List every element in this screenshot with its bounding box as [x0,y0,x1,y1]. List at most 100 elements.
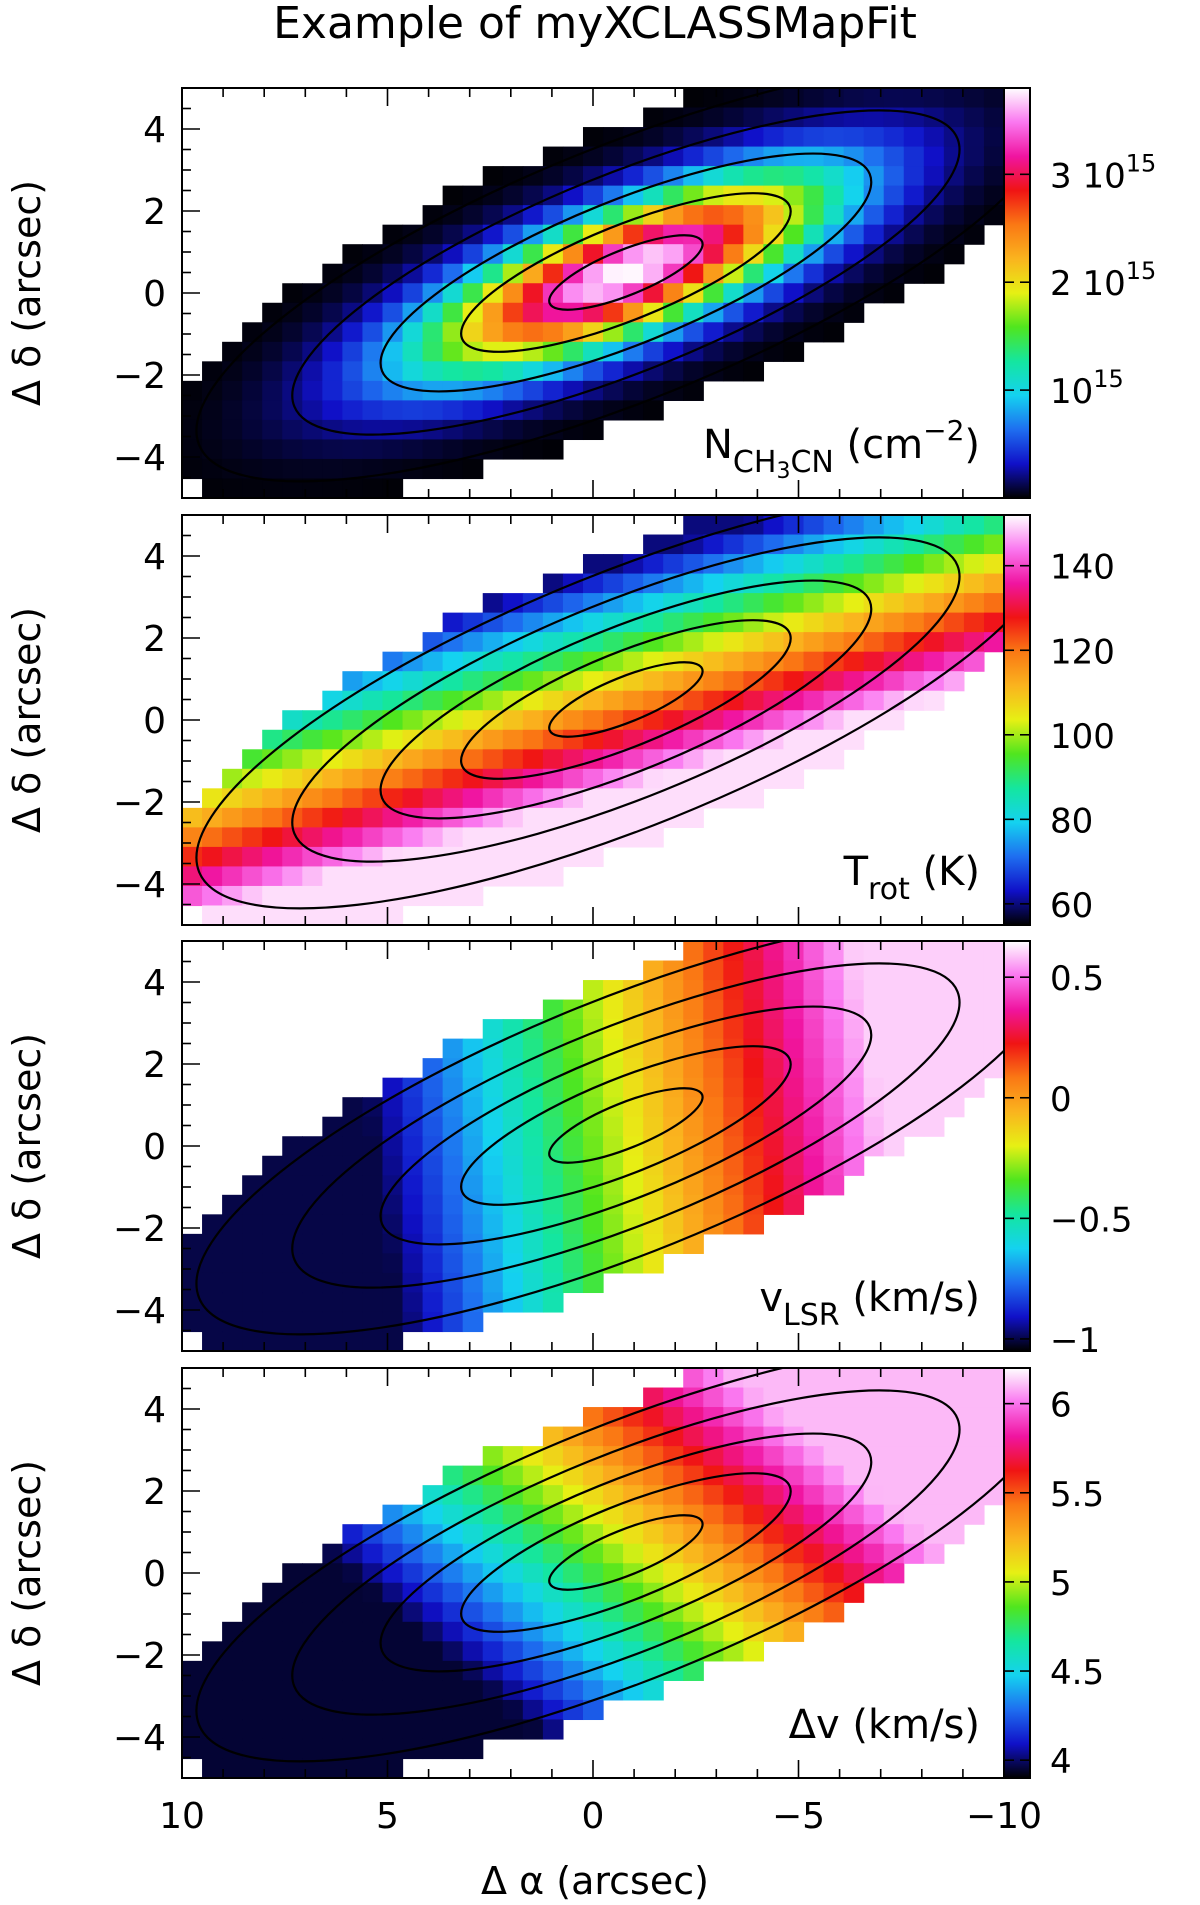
map-pixel [362,866,384,887]
map-pixel [262,302,283,323]
map-pixel [562,1602,584,1623]
map-pixel [222,1233,243,1254]
map-pixel [623,1621,644,1642]
map-pixel [923,999,945,1020]
map-pixel [743,1058,765,1079]
contour-lines [195,1368,1004,1763]
y-tick-label: 0 [143,1127,166,1168]
map-pixel [542,1543,564,1564]
map-pixel [342,807,364,828]
x-tick-label: −5 [772,1796,825,1837]
map-pixel [903,999,925,1020]
map-pixel [462,1485,484,1506]
map-pixel [422,1155,444,1176]
map-pixel [482,866,504,887]
map-pixel [823,1097,845,1118]
map-pixel [442,827,464,848]
map-pixel [382,400,404,421]
map-pixel [402,690,424,711]
map-pixel [522,749,544,770]
map-pixel [522,1602,544,1623]
map-pixel [723,185,744,206]
map-pixel [743,1407,765,1428]
map-pixel [342,1524,364,1545]
map-pixel [542,1058,564,1079]
map-pixel [442,1680,464,1701]
map-pixel [643,1680,664,1701]
map-pixel [643,980,664,1001]
map-pixel [482,166,504,187]
map-pixel [983,127,1004,148]
map-pixel [362,846,384,868]
map-pixel [803,690,825,711]
map-pixel [623,827,644,848]
map-pixel [643,185,664,206]
map-pixel [462,458,484,480]
map-pixel [743,185,765,206]
map-pixel [342,400,364,421]
contour-1 [291,1389,961,1716]
map-pixel [963,515,985,536]
map-pixel [542,1233,564,1254]
map-pixel [482,651,504,672]
map-pixel [242,905,263,925]
map-pixel [582,1194,604,1215]
map-pixel [242,866,263,887]
map-pixel [643,1524,664,1545]
map-pixel [783,166,805,187]
map-pixel [983,573,1004,594]
map-pixel [923,127,945,148]
map-pixel [202,1680,223,1701]
map-pixel [422,866,444,887]
map-pixel [823,554,845,575]
y-axis-title: Δ δ (arcsec) [5,607,49,833]
map-pixel [422,302,444,323]
map-pixel [342,1292,364,1313]
map-pixel [663,1407,684,1428]
colorbar-label: 1015 [1050,365,1124,412]
map-pixel [222,1699,243,1721]
colorbar-label: −1 [1050,1321,1100,1361]
map-pixel [382,729,404,750]
map-pixel [903,554,925,575]
map-pixel [322,1680,343,1701]
map-pixel [322,827,343,848]
map-pixel [382,1621,404,1642]
map-pixel [683,1233,704,1254]
map-pixel [522,612,544,633]
map-pixel [282,1175,303,1196]
map-pixel [382,1563,404,1584]
map-pixel [362,1699,384,1721]
map-pixel [663,1136,684,1157]
map-pixel [683,146,704,167]
map-pixel [843,1543,865,1564]
map-pixel [582,341,604,362]
map-pixel [442,1485,464,1506]
map-pixel [823,632,845,653]
map-pixel [623,690,644,711]
map-pixel [783,999,805,1020]
map-pixel [883,710,905,731]
map-pixel [863,1368,885,1389]
y-tick-label: 2 [143,192,166,233]
map-pixel [903,573,925,594]
map-pixel [803,1116,825,1137]
map-pixel [362,1272,384,1294]
map-pixel [703,690,724,711]
map-pixel [242,400,263,421]
map-pixel [362,1641,384,1662]
map-pixel [242,1175,263,1196]
map-pixel [863,690,885,711]
map-pixel [542,1077,564,1098]
map-pixel [683,1426,704,1447]
map-pixel [943,1368,965,1389]
map-pixel [502,361,524,382]
map-pixel [442,632,464,653]
map-pixel [943,127,965,148]
y-tick-label: 0 [143,1554,166,1595]
map-pixel [382,1214,404,1235]
map-pixel [542,1660,564,1681]
map-pixel [362,1543,384,1564]
map-pixel [382,1719,404,1740]
map-pixel [643,593,664,614]
